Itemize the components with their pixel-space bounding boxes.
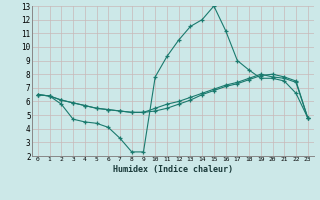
X-axis label: Humidex (Indice chaleur): Humidex (Indice chaleur) [113, 165, 233, 174]
